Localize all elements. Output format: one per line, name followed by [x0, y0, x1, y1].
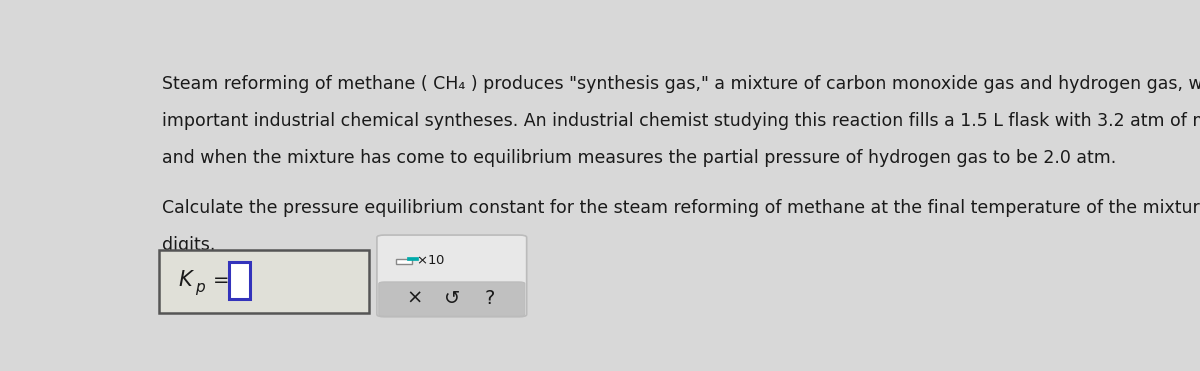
- Text: $\mathit{p}$: $\mathit{p}$: [194, 281, 205, 297]
- Text: $\times$10: $\times$10: [416, 254, 445, 267]
- Text: =: =: [214, 271, 229, 290]
- Text: ↺: ↺: [444, 289, 460, 308]
- Text: digits.: digits.: [162, 236, 216, 254]
- FancyBboxPatch shape: [160, 250, 368, 313]
- Text: ?: ?: [485, 289, 494, 308]
- FancyBboxPatch shape: [396, 259, 413, 264]
- FancyBboxPatch shape: [377, 235, 527, 317]
- Text: and when the mixture has come to equilibrium measures the partial pressure of hy: and when the mixture has come to equilib…: [162, 149, 1116, 167]
- Text: $\mathit{K}$: $\mathit{K}$: [178, 270, 194, 290]
- Text: important industrial chemical syntheses. An industrial chemist studying this rea: important industrial chemical syntheses.…: [162, 112, 1200, 129]
- Text: ×: ×: [406, 289, 422, 308]
- Text: Steam reforming of methane ( CH₄ ) produces "synthesis gas," a mixture of carbon: Steam reforming of methane ( CH₄ ) produ…: [162, 75, 1200, 92]
- FancyBboxPatch shape: [229, 262, 250, 299]
- Text: Calculate the pressure equilibrium constant for the steam reforming of methane a: Calculate the pressure equilibrium const…: [162, 199, 1200, 217]
- FancyBboxPatch shape: [407, 257, 419, 260]
- FancyBboxPatch shape: [379, 282, 524, 316]
